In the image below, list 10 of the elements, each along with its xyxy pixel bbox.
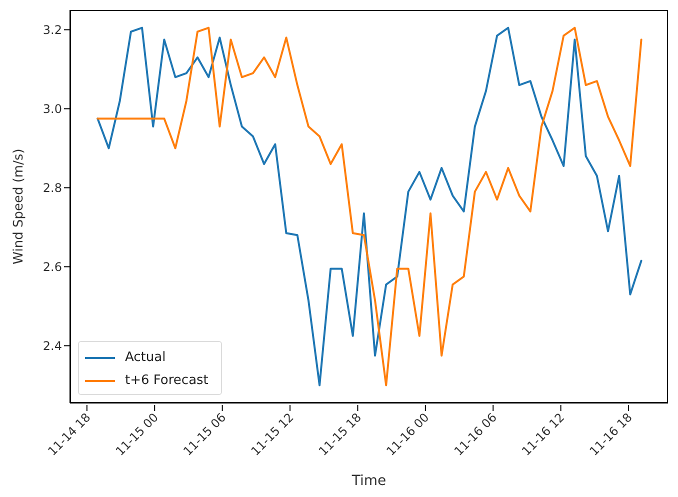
y-axis-title: Wind Speed (m/s) bbox=[12, 148, 27, 264]
y-tick-label: 3.0 bbox=[42, 102, 62, 116]
x-axis-title: Time bbox=[350, 473, 386, 489]
y-tick-label: 2.6 bbox=[42, 260, 62, 274]
y-tick-label: 2.8 bbox=[42, 181, 62, 195]
line-series bbox=[96, 26, 642, 386]
y-tick-label: 3.2 bbox=[42, 23, 62, 38]
legend-label: t+6 Forecast bbox=[125, 373, 208, 388]
legend-label: Actual bbox=[125, 350, 166, 365]
y-tick-label: 2.4 bbox=[42, 338, 62, 353]
